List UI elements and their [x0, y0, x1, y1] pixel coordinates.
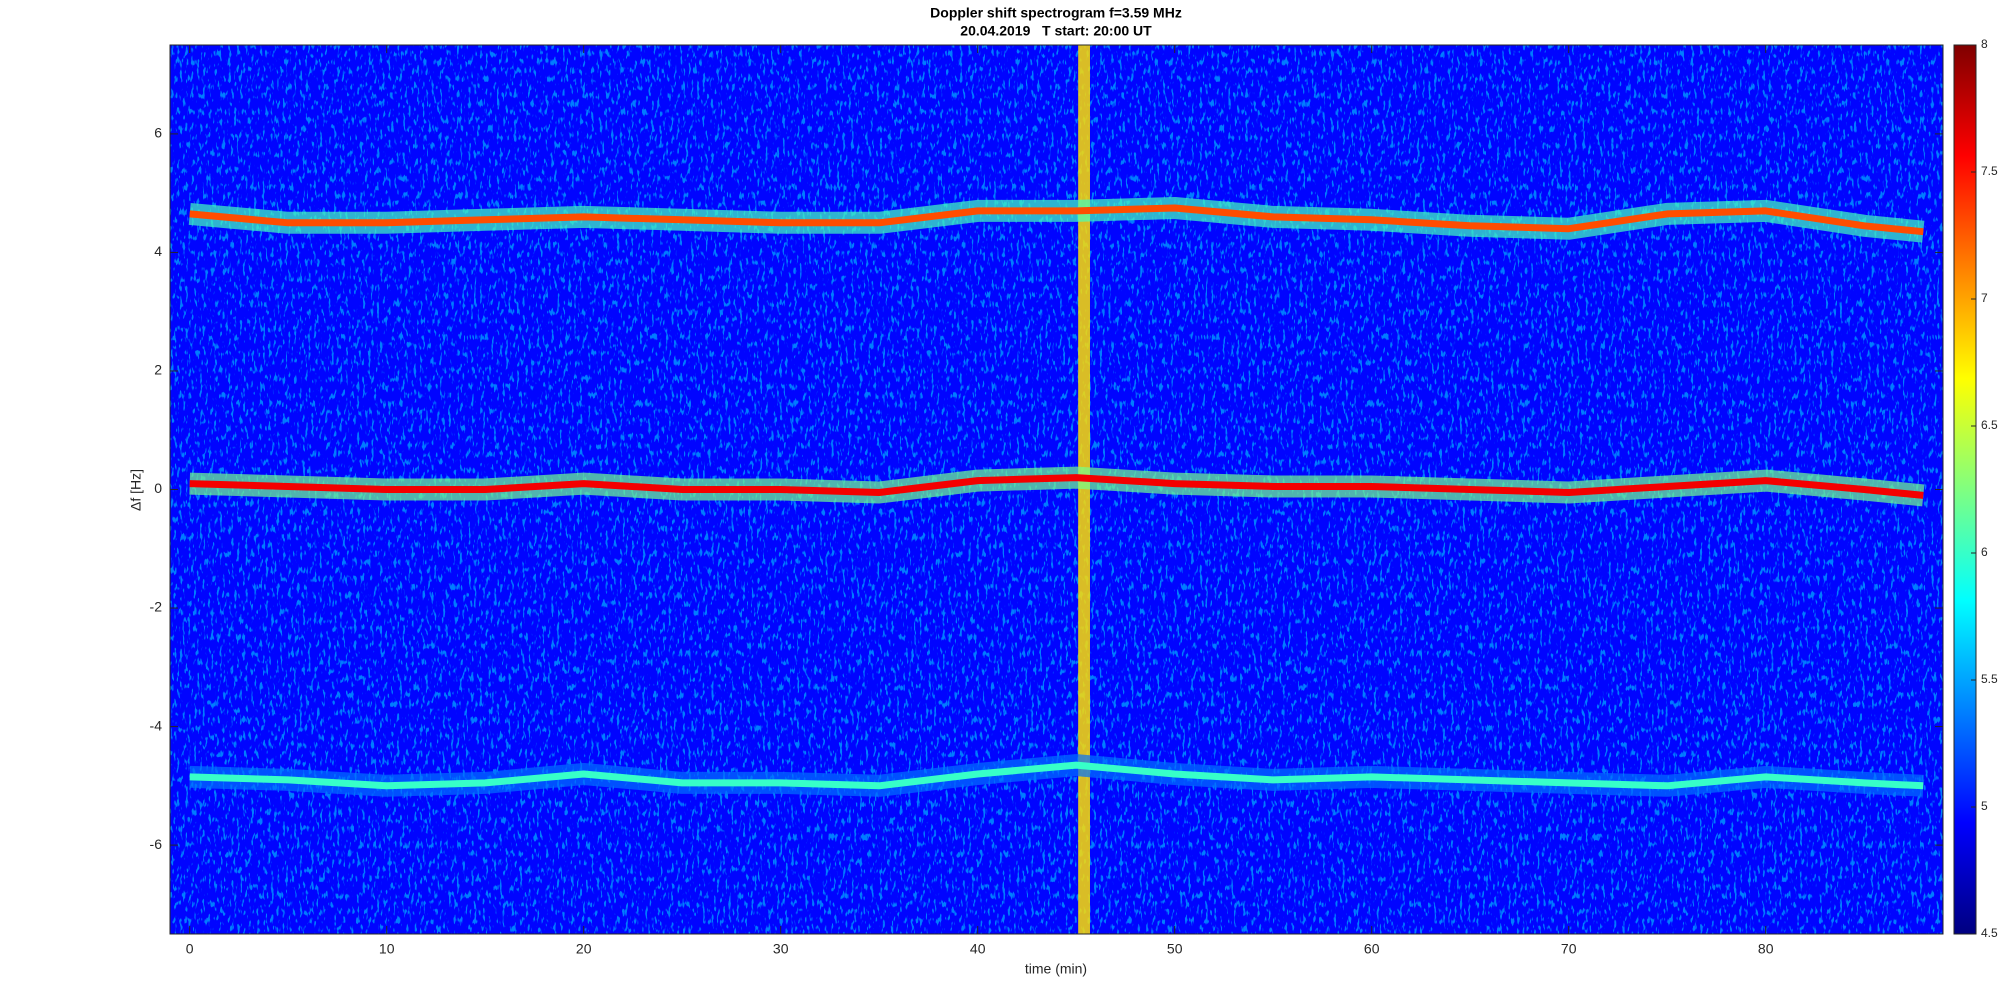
y-tick-label: 4 — [154, 243, 162, 259]
y-tick-label: 0 — [154, 480, 162, 496]
x-tick-label: 60 — [1364, 941, 1380, 957]
colorbar-tick-label: 6 — [1981, 545, 1988, 559]
x-tick-label: 40 — [970, 941, 986, 957]
y-tick-label: -6 — [150, 836, 163, 852]
y-tick-label: -4 — [150, 717, 163, 733]
trace — [189, 761, 1924, 790]
x-tick-label: 0 — [186, 941, 194, 957]
plot-area — [170, 45, 1943, 934]
chart-title: Doppler shift spectrogram f=3.59 MHz — [930, 5, 1182, 21]
x-tick-label: 70 — [1561, 941, 1577, 957]
y-tick-label: 2 — [154, 362, 162, 378]
chart-subtitle: 20.04.2019 T start: 20:00 UT — [960, 23, 1152, 39]
x-tick-label: 50 — [1167, 941, 1183, 957]
colorbar-tick-label: 7.5 — [1981, 164, 1998, 178]
x-tick-label: 20 — [576, 941, 592, 957]
y-tick-label: 6 — [154, 125, 162, 141]
colorbar — [1953, 44, 1977, 935]
trace — [189, 474, 1924, 499]
x-tick-label: 80 — [1758, 941, 1774, 957]
colorbar-tick-label: 4.5 — [1981, 926, 1998, 940]
axes: 0 10 20 30 40 50 60 70 80 -6 -4 -2 0 2 4 6 4.5 5 5.5 6 6.5 7 7… — [150, 37, 1998, 957]
y-tick-label: -2 — [150, 599, 163, 615]
x-axis-label: time (min) — [1025, 961, 1087, 977]
colorbar-tick-label: 5.5 — [1981, 672, 1998, 686]
colorbar-tick-label: 6.5 — [1981, 418, 1998, 432]
burst — [1078, 45, 1090, 934]
trace — [189, 204, 1924, 236]
colorbar-tick-label: 7 — [1981, 291, 1988, 305]
y-axis-label: Δf [Hz] — [128, 469, 144, 511]
x-tick-label: 30 — [773, 941, 789, 957]
x-tick-label: 10 — [379, 941, 395, 957]
colorbar-tick-label: 8 — [1981, 37, 1988, 51]
colorbar-tick-label: 5 — [1981, 799, 1988, 813]
